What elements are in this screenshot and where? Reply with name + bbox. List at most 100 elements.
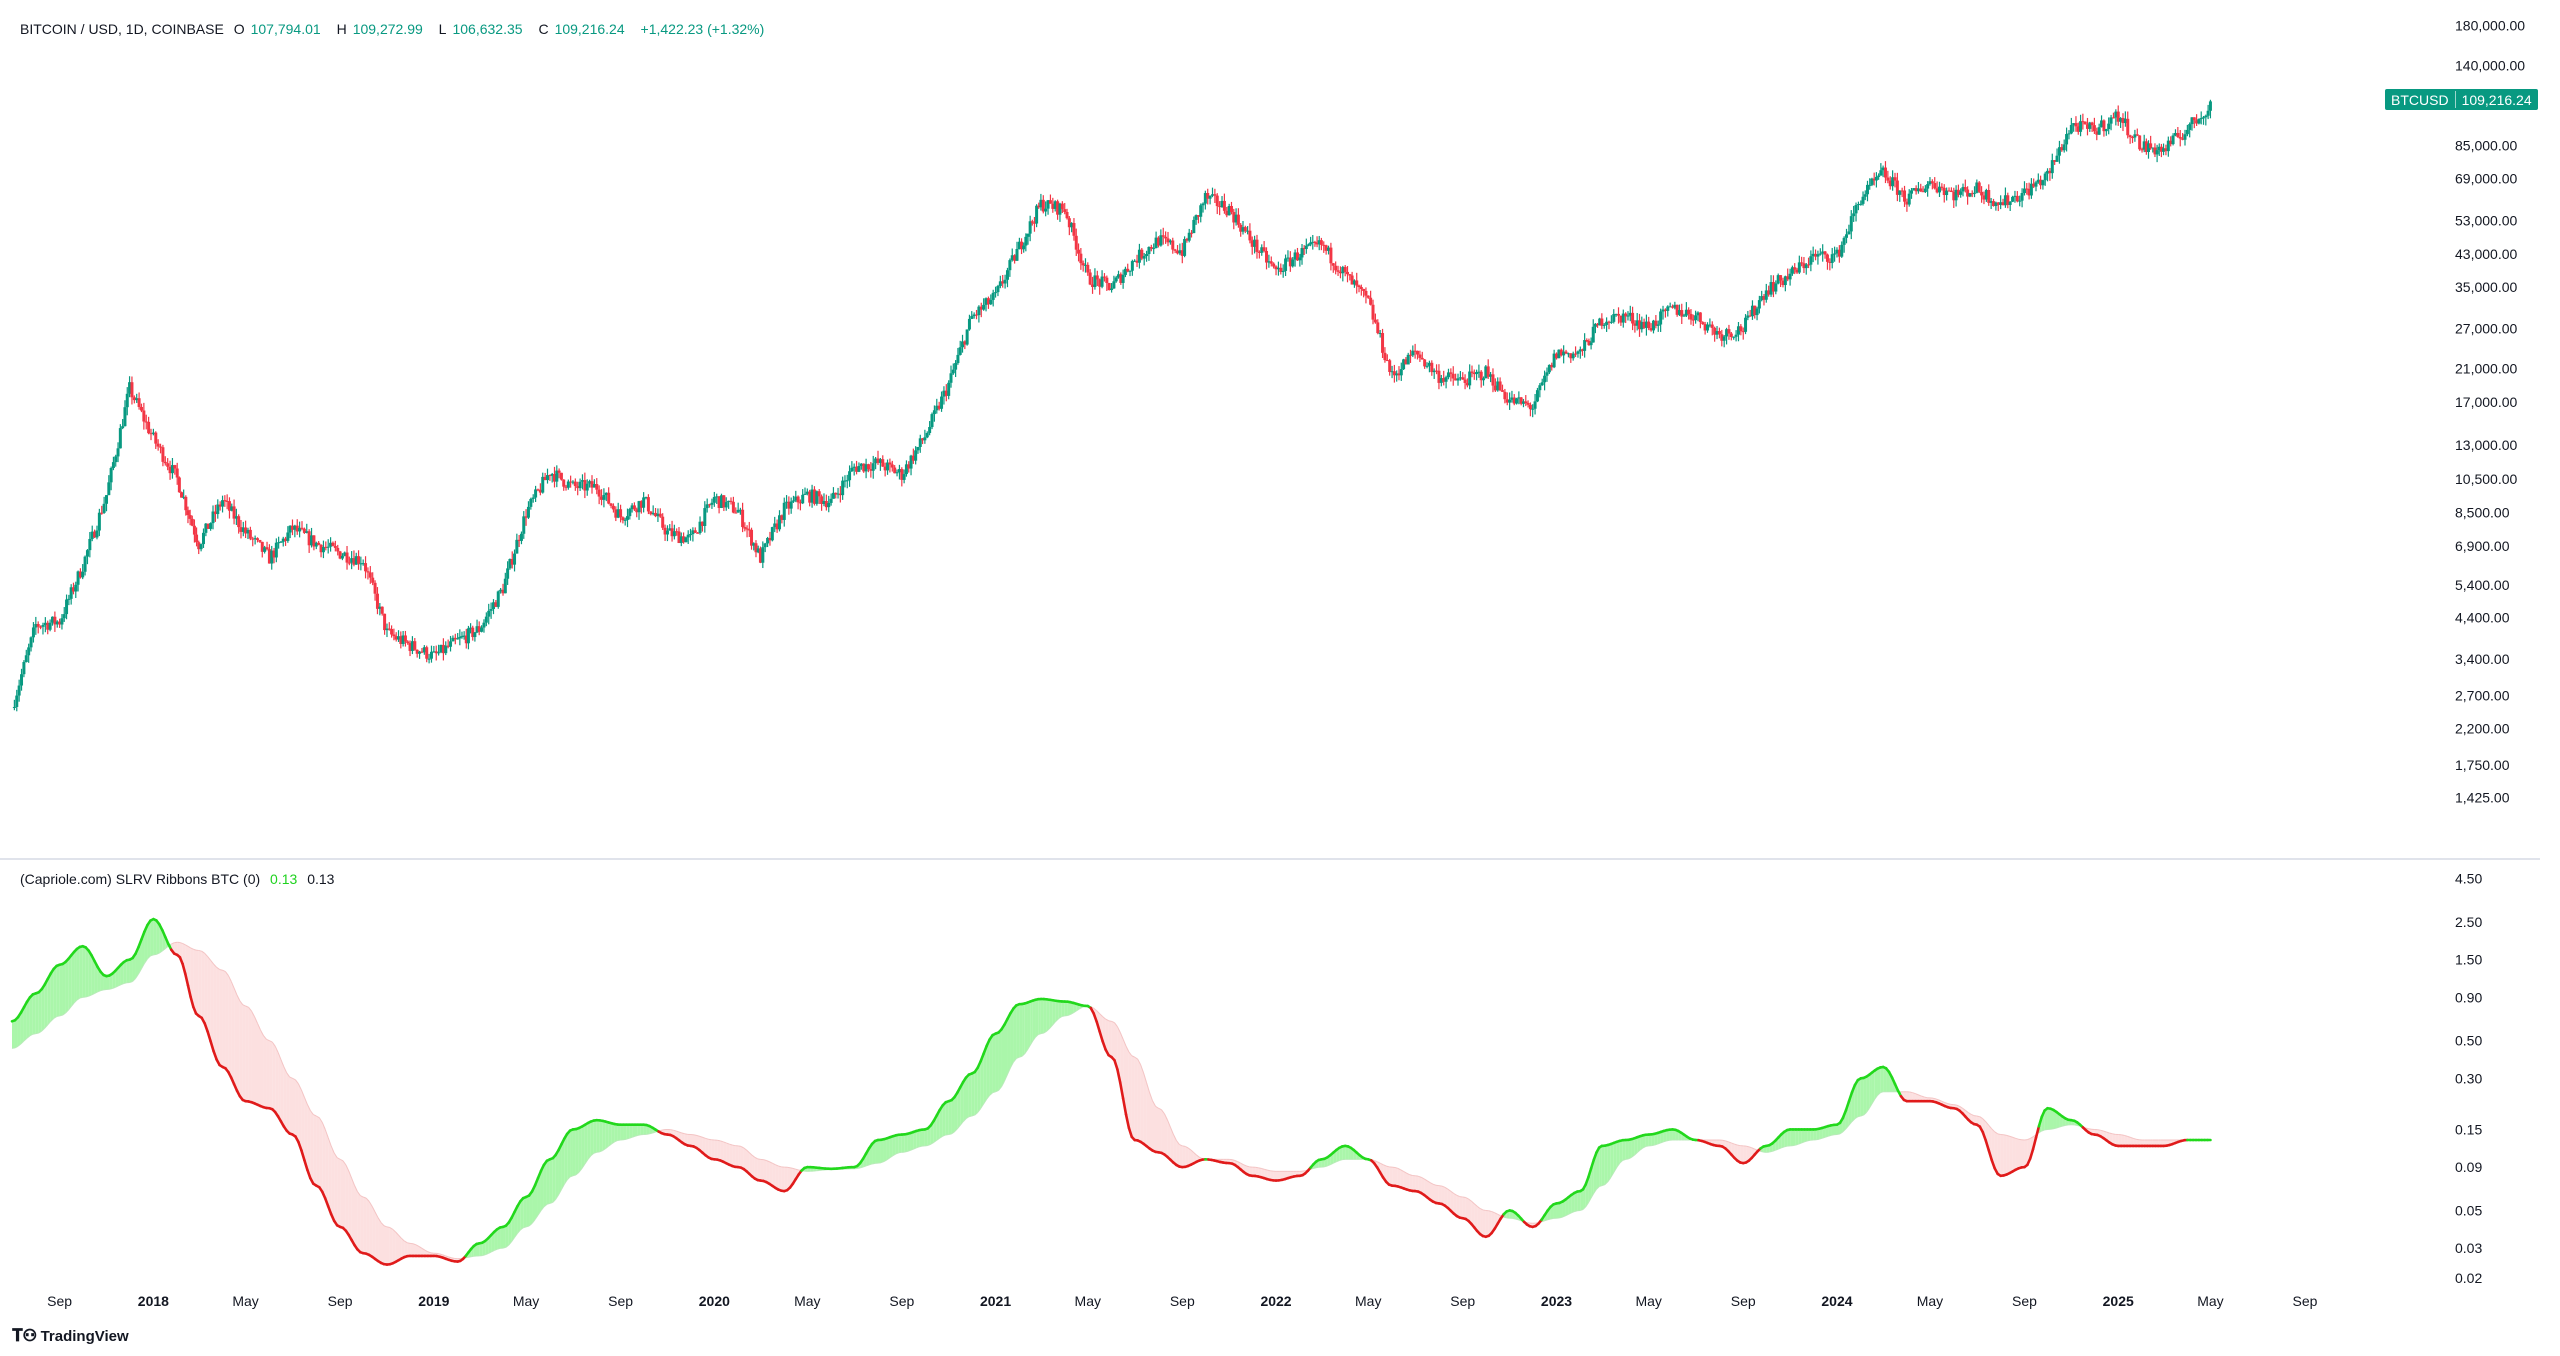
- ribbon-fill-down: [263, 1035, 267, 1108]
- slow-ribbon-line: [2112, 1133, 2116, 1135]
- ribbon-fill-up: [497, 1227, 501, 1250]
- candle-body: [656, 513, 660, 517]
- slow-ribbon-line: [1863, 1112, 1867, 1116]
- candle-body: [1489, 374, 1493, 377]
- slow-ribbon-line: [135, 973, 139, 979]
- candle-body: [506, 568, 510, 579]
- candle-body: [1914, 188, 1918, 192]
- candle-body: [543, 476, 547, 481]
- candle-body: [531, 497, 535, 499]
- ribbon-fill-up: [1792, 1129, 1796, 1146]
- candle-body: [361, 563, 365, 565]
- candle-body: [614, 509, 618, 518]
- slow-ribbon-line: [1816, 1138, 1820, 1141]
- ribbon-fill-down: [1267, 1170, 1271, 1180]
- slow-ribbon-line: [213, 963, 217, 968]
- x-axis-tick: 2020: [699, 1293, 730, 1309]
- ribbon-fill-up: [646, 1125, 650, 1135]
- ribbon-fill-down: [2163, 1139, 2167, 1146]
- slow-ribbon-line: [1997, 1133, 2001, 1136]
- candle-body: [1609, 321, 1613, 323]
- fast-ribbon-segment: [1981, 1130, 1988, 1142]
- slow-ribbon-line: [2009, 1135, 2013, 1138]
- slow-ribbon-line: [1607, 1177, 1612, 1183]
- slow-ribbon-line: [1040, 1032, 1044, 1035]
- slow-ribbon-line: [1078, 1007, 1083, 1010]
- price-chart-svg[interactable]: 180,000.00140,000.0085,000.0069,000.0053…: [0, 0, 2560, 858]
- candle-body: [951, 369, 955, 374]
- ribbon-fill-down: [222, 970, 226, 1069]
- candle-body: [1302, 248, 1306, 250]
- candle-body: [121, 426, 125, 429]
- candle-body: [1430, 362, 1434, 373]
- candle-body: [773, 523, 777, 528]
- slow-ribbon-line: [1731, 1142, 1735, 1145]
- ribbon-fill-down: [1128, 1051, 1132, 1137]
- candle-body: [1703, 324, 1707, 331]
- slow-ribbon-line: [1099, 1013, 1104, 1017]
- ribbon-fill-up: [883, 1138, 887, 1162]
- slow-ribbon-line: [333, 1152, 338, 1158]
- slow-ribbon-line: [1639, 1147, 1644, 1151]
- ribbon-fill-up: [514, 1206, 518, 1238]
- slow-ribbon-line: [1187, 1147, 1192, 1151]
- ribbon-fill-up: [47, 973, 51, 1025]
- candle-body: [1933, 183, 1937, 189]
- price-chart-pane[interactable]: BITCOIN / USD, 1D, COINBASE O 107,794.01 …: [0, 0, 2560, 858]
- ribbon-fill-down: [2142, 1139, 2145, 1146]
- slow-ribbon-line: [678, 1131, 683, 1134]
- candle-body: [1253, 239, 1257, 247]
- candles: [12, 99, 2212, 712]
- ribbon-fill-down: [298, 1083, 302, 1151]
- ribbon-fill-up: [575, 1128, 579, 1175]
- pane-divider[interactable]: [0, 858, 2540, 860]
- candle-body: [378, 606, 382, 609]
- slow-ribbon-line: [1409, 1174, 1413, 1176]
- indicator-pane[interactable]: (Capriole.com) SLRV Ribbons BTC (0) 0.13…: [0, 860, 2560, 1320]
- candle-body: [1954, 189, 1958, 201]
- candle-body: [1392, 371, 1396, 376]
- ribbon-fill-down: [190, 947, 194, 1007]
- ribbon-fill-down: [690, 1134, 694, 1147]
- candle-body: [895, 472, 899, 474]
- ribbon-fill-down: [2150, 1139, 2153, 1146]
- candle-body: [1644, 321, 1648, 328]
- ribbon-fill-up: [913, 1131, 917, 1150]
- ribbon-fill-down: [2000, 1134, 2004, 1176]
- ribbon-fill-up: [963, 1077, 966, 1122]
- candle-body: [1877, 175, 1881, 177]
- indicator-chart-svg[interactable]: 4.502.501.500.900.500.300.150.090.050.03…: [0, 860, 2560, 1320]
- symbol-title: BITCOIN / USD, 1D, COINBASE: [20, 21, 224, 37]
- slow-ribbon-line: [575, 1171, 580, 1176]
- candle-body: [1526, 403, 1530, 405]
- candle-body: [277, 542, 281, 544]
- ribbon-fill-down: [1409, 1174, 1413, 1191]
- candle-body: [1201, 203, 1205, 206]
- candle-body: [1241, 227, 1245, 232]
- fast-ribbon-segment: [183, 972, 190, 987]
- ribbon-fill-down: [322, 1122, 326, 1199]
- candle-body: [1442, 378, 1446, 382]
- ribbon-fill-up: [643, 1124, 647, 1135]
- candle-body: [1015, 248, 1019, 261]
- candle-body: [965, 329, 969, 345]
- candle-body: [607, 492, 611, 504]
- indicator-y-tick: 0.09: [2455, 1159, 2482, 1175]
- ribbon-fill-up: [1866, 1074, 1870, 1113]
- slow-ribbon-line: [766, 1160, 770, 1163]
- ribbon-fill-up: [129, 958, 133, 983]
- ribbon-fill-up: [103, 974, 107, 990]
- ribbon-fill-down: [708, 1139, 712, 1159]
- slow-ribbon-line: [502, 1246, 507, 1249]
- slow-ribbon-line: [356, 1191, 361, 1196]
- slow-ribbon-line: [1746, 1145, 1750, 1148]
- slow-ribbon-line: [1515, 1218, 1519, 1221]
- slow-ribbon-line: [1938, 1099, 1943, 1102]
- x-axis-tick: 2025: [2103, 1293, 2134, 1309]
- slow-ribbon-line: [132, 978, 136, 982]
- candle-body: [17, 685, 21, 696]
- slow-ribbon-line: [1541, 1220, 1545, 1223]
- slow-ribbon-line: [1585, 1202, 1589, 1208]
- tradingview-logo[interactable]: 𝐓⚇ TradingView: [12, 1326, 129, 1346]
- candle-body: [1996, 202, 2000, 205]
